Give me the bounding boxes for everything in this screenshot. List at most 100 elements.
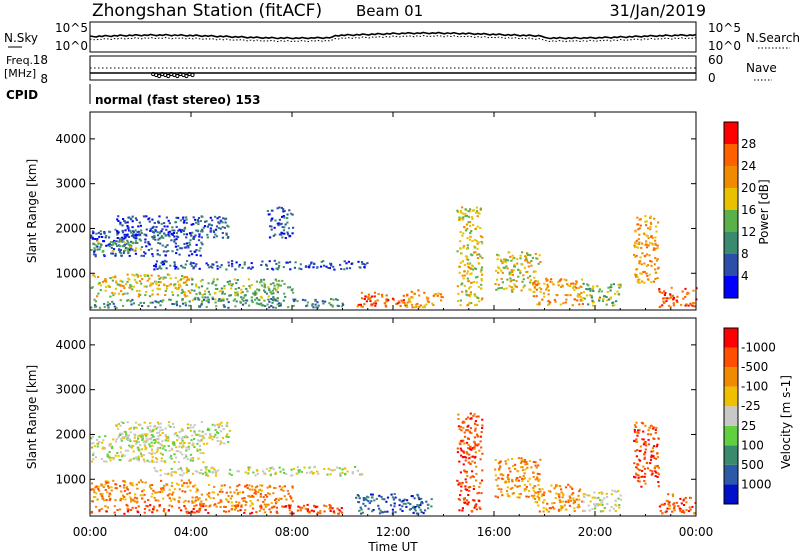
data-cell — [655, 465, 658, 468]
data-cell — [228, 429, 231, 432]
data-cell — [358, 266, 361, 269]
data-cell — [234, 294, 237, 297]
data-cell — [227, 436, 230, 438]
data-cell — [147, 241, 150, 243]
data-cell — [543, 282, 546, 285]
data-cell — [90, 511, 93, 514]
data-cell — [306, 503, 309, 506]
data-cell — [233, 298, 237, 301]
data-cell — [122, 252, 125, 255]
data-cell — [145, 228, 148, 231]
data-cell — [268, 484, 271, 487]
data-cell — [121, 453, 124, 456]
data-cell — [386, 510, 389, 513]
data-cell — [467, 294, 470, 297]
data-cell — [285, 498, 288, 501]
data-cell — [226, 280, 229, 283]
data-cell — [502, 474, 505, 477]
data-cell — [123, 480, 126, 483]
data-cell — [252, 507, 255, 510]
data-cell — [123, 220, 126, 223]
data-cell — [263, 284, 266, 286]
data-cell — [199, 452, 202, 455]
data-cell — [497, 469, 501, 472]
data-cell — [494, 468, 497, 471]
data-cell — [473, 461, 476, 464]
data-cell — [598, 296, 602, 299]
data-cell — [236, 294, 239, 297]
data-cell — [162, 236, 165, 239]
data-cell — [464, 488, 467, 491]
data-cell — [259, 484, 262, 487]
data-cell — [152, 428, 155, 431]
data-cell — [475, 472, 478, 475]
data-cell — [129, 498, 133, 501]
data-cell — [469, 291, 472, 294]
data-cell — [304, 507, 307, 510]
data-cell — [189, 459, 192, 462]
data-cell — [405, 303, 408, 306]
data-cell — [194, 298, 197, 301]
data-cell — [607, 286, 610, 289]
data-cell — [365, 495, 369, 498]
data-cell — [163, 259, 166, 262]
data-cell — [189, 429, 192, 432]
data-cell — [456, 479, 459, 482]
data-cell — [119, 497, 122, 500]
data-cell — [469, 412, 472, 415]
data-cell — [650, 264, 653, 267]
data-cell — [658, 288, 661, 291]
data-cell — [472, 485, 475, 488]
data-cell — [232, 299, 235, 302]
data-cell — [186, 485, 189, 488]
data-cell — [225, 233, 228, 236]
data-cell — [129, 243, 132, 246]
data-cell — [133, 278, 137, 281]
data-cell — [200, 236, 203, 239]
data-cell — [216, 288, 219, 290]
data-cell — [108, 492, 111, 495]
data-cell — [277, 284, 280, 287]
data-cell — [141, 433, 144, 436]
data-cell — [216, 267, 219, 270]
data-cell — [195, 263, 198, 266]
data-cell — [278, 302, 281, 305]
data-cell — [183, 226, 187, 229]
data-cell — [587, 288, 590, 291]
data-cell — [114, 487, 117, 490]
data-cell — [653, 263, 656, 266]
data-cell — [231, 260, 234, 262]
data-cell — [471, 447, 474, 450]
data-cell — [92, 274, 95, 277]
data-cell — [676, 301, 679, 304]
data-cell — [96, 240, 99, 243]
data-cell — [617, 293, 620, 296]
data-cell — [147, 499, 150, 502]
data-cell — [358, 497, 361, 500]
data-cell — [298, 267, 301, 270]
data-cell — [410, 495, 413, 498]
data-cell — [439, 293, 443, 296]
data-cell — [518, 485, 521, 487]
data-cell — [331, 469, 334, 472]
data-cell — [311, 303, 314, 306]
data-cell — [92, 253, 96, 256]
data-cell — [134, 506, 137, 509]
data-cell — [297, 505, 300, 508]
data-cell — [181, 302, 185, 305]
colorbar-segment — [724, 254, 738, 276]
data-cell — [239, 300, 242, 303]
data-cell — [691, 304, 694, 307]
data-cell — [381, 498, 384, 501]
data-cell — [265, 264, 268, 267]
data-cell — [139, 494, 142, 497]
data-cell — [546, 283, 549, 286]
data-cell — [386, 496, 390, 499]
data-cell — [500, 286, 503, 289]
data-cell — [157, 284, 160, 287]
data-cell — [207, 223, 211, 226]
data-cell — [220, 430, 223, 433]
data-cell — [169, 499, 173, 502]
data-cell — [197, 498, 200, 501]
data-cell — [463, 435, 467, 438]
